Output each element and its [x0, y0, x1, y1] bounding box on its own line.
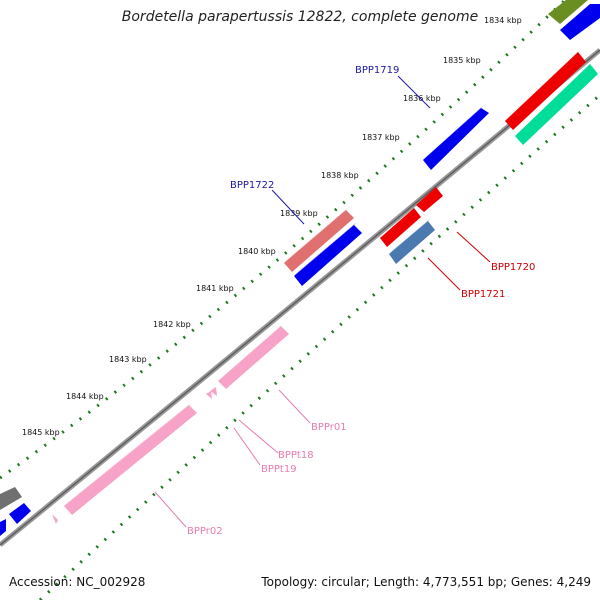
gene-blue-top[interactable]	[560, 4, 600, 40]
label-bppt19[interactable]: BPPt19	[261, 464, 297, 475]
kbp-label: 1843 kbp	[109, 355, 147, 364]
gene-olive-top[interactable]	[548, 0, 588, 24]
label-bppt18[interactable]: BPPt18	[278, 450, 314, 461]
rna-bppr02[interactable]	[64, 405, 197, 515]
leader-lines	[154, 75, 491, 528]
kbp-label: 1842 kbp	[153, 320, 191, 329]
kbp-label: 1836 kbp	[403, 94, 441, 103]
label-bpp1720[interactable]: BPP1720	[491, 262, 535, 273]
kbp-label: 1835 kbp	[443, 56, 481, 65]
label-bpp1721[interactable]: BPP1721	[461, 289, 505, 300]
label-bpp1719[interactable]: BPP1719	[355, 65, 399, 76]
kbp-label: 1837 kbp	[362, 133, 400, 142]
kbp-label: 1840 kbp	[238, 247, 276, 256]
kbp-label: 1834 kbp	[484, 16, 522, 25]
map-title: Bordetella parapertussis 12822, complete…	[121, 9, 479, 25]
gene-blue-left-edge[interactable]	[0, 519, 6, 536]
label-bpp1722[interactable]: BPP1722	[230, 180, 274, 191]
gene-bpp1720-b[interactable]	[380, 208, 421, 247]
gene-blue-left[interactable]	[9, 503, 31, 524]
kbp-labels: 1834 kbp 1835 kbp 1836 kbp 1837 kbp 1838…	[22, 16, 522, 437]
gene-bpp1720[interactable]	[416, 187, 443, 212]
label-bppr01[interactable]: BPPr01	[311, 422, 347, 433]
trna-bppt19[interactable]	[206, 391, 212, 399]
kbp-label: 1839 kbp	[280, 209, 318, 218]
gene-bpp1722[interactable]	[284, 210, 354, 272]
rna-bppr01[interactable]	[218, 326, 289, 389]
gene-blue-bpp1722-adj[interactable]	[294, 225, 362, 286]
kbp-label: 1845 kbp	[22, 428, 60, 437]
label-bppr02[interactable]: BPPr02	[187, 526, 223, 537]
inner-tick-ring	[38, 93, 600, 600]
gene-red-top[interactable]	[505, 52, 586, 130]
forward-strand-features	[0, 0, 600, 536]
kbp-label: 1838 kbp	[321, 171, 359, 180]
topology-text: Topology: circular; Length: 4,773,551 bp…	[261, 575, 591, 589]
gene-bpp1719[interactable]	[423, 108, 489, 170]
outer-tick-ring	[0, 0, 567, 480]
gene-green[interactable]	[515, 64, 598, 145]
gene-bpp1721[interactable]	[389, 221, 435, 264]
gene-gray-left[interactable]	[0, 487, 22, 510]
kbp-label: 1844 kbp	[66, 392, 104, 401]
accession-text: Accession: NC_002928	[9, 575, 146, 589]
kbp-label: 1841 kbp	[196, 284, 234, 293]
reverse-strand-features	[380, 49, 598, 264]
rna-small-mark[interactable]	[52, 514, 58, 524]
gene-labels: BPP1719 BPP1722 BPP1720 BPP1721 BPPr01 B…	[187, 65, 535, 537]
trna-bppt18[interactable]	[210, 387, 217, 396]
